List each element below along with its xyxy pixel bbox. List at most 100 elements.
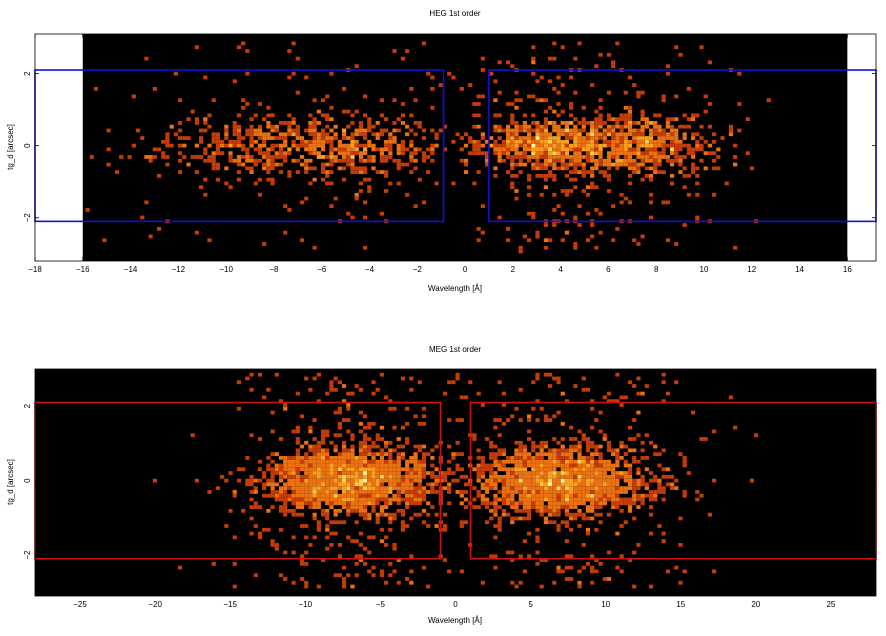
heatmap-cell	[573, 166, 578, 171]
heatmap-cell	[564, 230, 570, 235]
heatmap-cell	[493, 143, 498, 148]
heatmap-cell	[535, 535, 540, 540]
heatmap-cell	[177, 98, 183, 103]
heatmap-cell	[333, 196, 338, 201]
heatmap-cell	[392, 121, 397, 125]
heatmap-cell	[262, 143, 267, 148]
heatmap-cell	[182, 143, 187, 148]
heatmap-cell	[590, 155, 595, 159]
heatmap-cell	[703, 437, 708, 441]
heatmap-cell	[346, 162, 351, 167]
heatmap-cell	[215, 143, 221, 148]
heatmap-cell	[619, 117, 624, 122]
heatmap-cell	[573, 177, 578, 182]
heatmap-cell	[560, 128, 565, 133]
heatmap-cell	[577, 493, 582, 498]
heatmap-cell	[283, 497, 288, 502]
heatmap-cell	[590, 505, 595, 509]
heatmap-cell	[552, 512, 557, 517]
heatmap-cell	[573, 162, 578, 167]
heatmap-cell	[236, 467, 242, 472]
heatmap-cell	[451, 75, 456, 80]
heatmap-cell	[161, 139, 166, 144]
heatmap-cell	[501, 490, 506, 494]
heatmap-cell	[518, 463, 523, 468]
heatmap-cell	[535, 79, 540, 84]
heatmap-cell	[375, 493, 380, 498]
heatmap-cell	[291, 478, 296, 483]
heatmap-cell	[463, 490, 469, 494]
heatmap-cell	[552, 493, 557, 498]
heatmap-cell	[619, 486, 624, 491]
heatmap-cell	[228, 143, 233, 148]
heatmap-cell	[463, 482, 469, 487]
heatmap-cell	[249, 516, 254, 521]
heatmap-cell	[627, 143, 633, 148]
heatmap-cell	[632, 128, 637, 133]
heatmap-cell	[493, 452, 498, 457]
heatmap-cell	[480, 493, 485, 498]
heatmap-cell	[632, 238, 637, 243]
heatmap-cell	[590, 151, 595, 156]
heatmap-cell	[501, 391, 506, 396]
heatmap-cell	[274, 493, 279, 498]
heatmap-cell	[379, 459, 385, 464]
heatmap-cell	[257, 467, 263, 472]
heatmap-cell	[346, 143, 351, 148]
heatmap-cell	[678, 543, 683, 547]
heatmap-cell	[241, 143, 246, 148]
x-tick-label: 10	[700, 265, 709, 274]
heatmap-cell	[564, 554, 570, 559]
x-tick-label: −5	[376, 600, 386, 609]
heatmap-cell	[400, 478, 406, 483]
heatmap-cell	[598, 444, 603, 449]
heatmap-cell	[312, 467, 317, 472]
heatmap-cell	[501, 501, 506, 506]
heatmap-cell	[421, 406, 427, 411]
heatmap-cell	[548, 170, 553, 174]
heatmap-cell	[257, 136, 263, 140]
heatmap-cell	[295, 482, 300, 487]
heatmap-cell	[573, 128, 578, 133]
heatmap-cell	[602, 482, 607, 487]
heatmap-cell	[640, 124, 645, 129]
heatmap-cell	[552, 508, 557, 513]
heatmap-cell	[665, 158, 670, 163]
heatmap-cell	[598, 497, 603, 502]
heatmap-cell	[484, 467, 490, 472]
heatmap-cell	[341, 490, 347, 494]
heatmap-cell	[606, 482, 612, 487]
heatmap-cell	[640, 109, 645, 114]
heatmap-cell	[375, 121, 380, 125]
heatmap-cell	[396, 452, 401, 457]
heatmap-cell	[257, 437, 263, 441]
heatmap-cell	[232, 128, 237, 133]
heatmap-cell	[413, 456, 418, 460]
heatmap-cell	[362, 508, 368, 513]
heatmap-cell	[606, 448, 612, 453]
heatmap-cell	[274, 463, 279, 468]
heatmap-cell	[379, 490, 385, 494]
heatmap-cell	[505, 474, 511, 479]
heatmap-cell	[573, 139, 578, 144]
heatmap-cell	[636, 482, 641, 487]
heatmap-cell	[552, 456, 557, 460]
heatmap-cell	[392, 128, 397, 133]
heatmap-cell	[371, 493, 376, 498]
heatmap-cell	[316, 474, 321, 479]
heatmap-cell	[341, 474, 347, 479]
heatmap-cell	[514, 501, 519, 506]
heatmap-cell	[489, 444, 494, 449]
heatmap-cell	[358, 387, 363, 392]
heatmap-cell	[396, 467, 401, 472]
heatmap-cell	[548, 155, 553, 159]
heatmap-cell	[241, 136, 246, 140]
heatmap-cell	[308, 128, 313, 133]
heatmap-cell	[392, 543, 397, 547]
heatmap-cell	[560, 444, 565, 449]
heatmap-cell	[375, 490, 380, 494]
heatmap-cell	[531, 45, 536, 50]
heatmap-cell	[421, 493, 427, 498]
heatmap-cell	[682, 185, 687, 190]
heatmap-cell	[590, 399, 595, 404]
